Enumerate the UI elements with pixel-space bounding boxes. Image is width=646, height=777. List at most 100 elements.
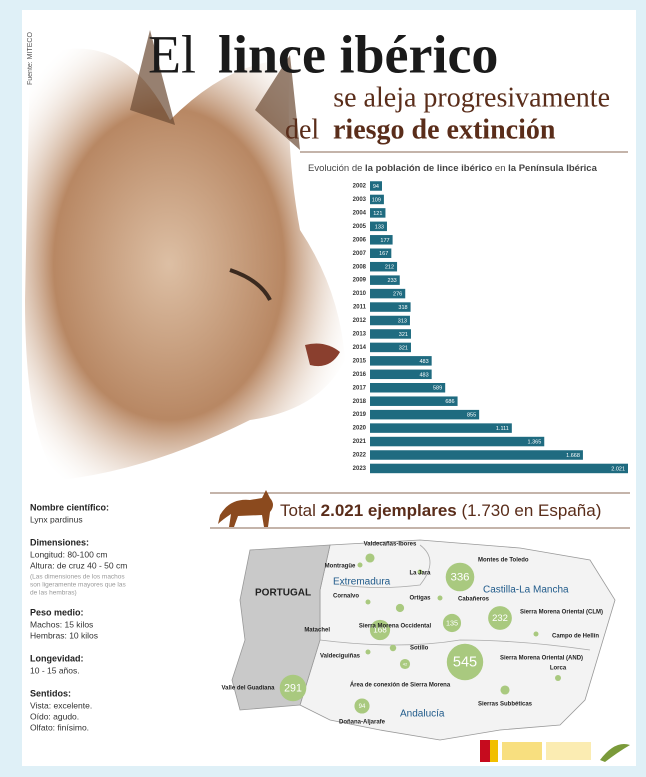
bar [370, 463, 628, 474]
bar [370, 436, 545, 447]
value-label: 589 [433, 386, 442, 392]
region-label: Extremadura [333, 577, 391, 588]
value-label: 483 [419, 372, 428, 378]
bar [370, 450, 583, 460]
t: en [492, 163, 508, 174]
map-area: 94 Doñana-Aljarafe [339, 698, 386, 726]
region-label: Castilla-La Mancha [483, 585, 569, 596]
value-label: 233 [388, 278, 397, 284]
t: (1.730 en España) [462, 501, 602, 520]
value-label: 321 [399, 332, 408, 338]
dot [437, 595, 443, 601]
bubble [446, 643, 484, 681]
y-tick-label: 2015 [353, 358, 367, 364]
value-label: 212 [385, 265, 394, 271]
bar [370, 356, 432, 366]
map [231, 539, 616, 741]
bubble [500, 685, 510, 695]
map-area: 168 Matachel [304, 619, 391, 641]
bar [370, 329, 411, 339]
value-label: 318 [398, 305, 407, 311]
y-tick-label: 2002 [353, 184, 367, 190]
map-area: 291 Valle del Guadiana [221, 674, 307, 702]
value-label: 313 [398, 318, 407, 324]
subtitle-bold: riesgo de extinción [333, 114, 556, 145]
area-label: Valdeciguiñas [320, 654, 361, 660]
lynx-icon [218, 490, 273, 527]
y-tick-label: 2008 [353, 264, 367, 270]
map-area: Valdeciguiñas [320, 649, 371, 660]
fact-label: Peso medio: [30, 607, 84, 617]
y-tick-label: 2017 [353, 385, 367, 391]
bar [370, 423, 512, 433]
y-tick-label: 2007 [353, 251, 367, 257]
region-label: PORTUGAL [255, 588, 311, 599]
y-tick-label: 2018 [353, 399, 367, 405]
bar [370, 369, 432, 380]
map-area: La Jara [409, 569, 431, 577]
value-label: 1.668 [566, 453, 580, 459]
t: 2.021 ejemplares [321, 501, 457, 520]
dot [365, 649, 371, 655]
area-label: La Jara [409, 571, 431, 577]
bar [370, 288, 406, 299]
bar [370, 396, 458, 406]
value-label: 321 [399, 345, 408, 351]
y-tick-label: 2014 [353, 345, 367, 351]
bar [370, 261, 398, 272]
bubble [399, 658, 411, 670]
map-area: Valdecañas-Ibores [364, 542, 417, 563]
y-tick-label: 2009 [353, 278, 367, 284]
bubble [442, 613, 462, 633]
y-tick-label: 2010 [353, 291, 367, 297]
bar [370, 181, 382, 191]
title-main: lince ibérico [218, 24, 498, 84]
y-tick-label: 2012 [353, 318, 367, 324]
fact-note: (Las dimensiones de los machos [30, 574, 125, 581]
fact-line: Machos: 15 kilos [30, 619, 93, 629]
y-tick-label: 2005 [353, 224, 367, 230]
y-tick-label: 2003 [353, 197, 367, 203]
value-label: 94 [373, 184, 379, 190]
y-tick-label: 2013 [353, 332, 367, 338]
bubble [369, 619, 391, 641]
area-label: Sierra Morena Oriental (AND) [500, 656, 583, 662]
dot [417, 569, 423, 575]
map-area: Montragüe [325, 562, 363, 570]
y-tick-label: 2022 [353, 453, 367, 459]
map-area: 42 Área de conexión de Sierra Morena [350, 658, 451, 689]
bar [370, 208, 386, 218]
map-area: Sotillo [389, 644, 429, 652]
area-label: Matachel [304, 628, 330, 634]
area-label: Valdecañas-Ibores [364, 542, 417, 548]
value-label: 109 [372, 197, 381, 203]
area-label: Sierra Morena Oriental (CLM) [520, 610, 603, 616]
subtitle-pre: del [285, 114, 319, 145]
bubble [445, 562, 475, 592]
bubble-value: 545 [453, 654, 477, 670]
bar [370, 383, 446, 393]
area-label: Cabañeros [458, 597, 490, 603]
fact-line: Vista: excelente. [30, 700, 92, 710]
value-label: 276 [393, 292, 402, 298]
value-label: 1.365 [527, 440, 541, 446]
fact-label: Nombre científico: [30, 502, 109, 512]
map-area: 232 Sierra Morena Oriental (CLM) [488, 606, 603, 630]
area-label: Valle del Guadiana [221, 686, 275, 692]
map-area: 545 Sierra Morena Oriental (AND) [446, 643, 583, 681]
bubble [279, 674, 307, 702]
y-tick-label: 2023 [353, 466, 367, 472]
bubble-value: 94 [359, 704, 366, 710]
area-label: Sotillo [410, 646, 429, 652]
bubble [555, 675, 561, 681]
dot [533, 631, 539, 637]
fact-line: Olfato: finísimo. [30, 722, 89, 732]
area-label: Montragüe [325, 564, 356, 570]
bubble-value: 168 [373, 626, 387, 635]
bar [370, 342, 411, 353]
y-tick-label: 2006 [353, 237, 367, 243]
area-label: Sierra Morena Occidental [359, 624, 432, 630]
t: Evolución de [308, 163, 365, 174]
value-label: 483 [419, 359, 428, 365]
bar [370, 409, 480, 420]
